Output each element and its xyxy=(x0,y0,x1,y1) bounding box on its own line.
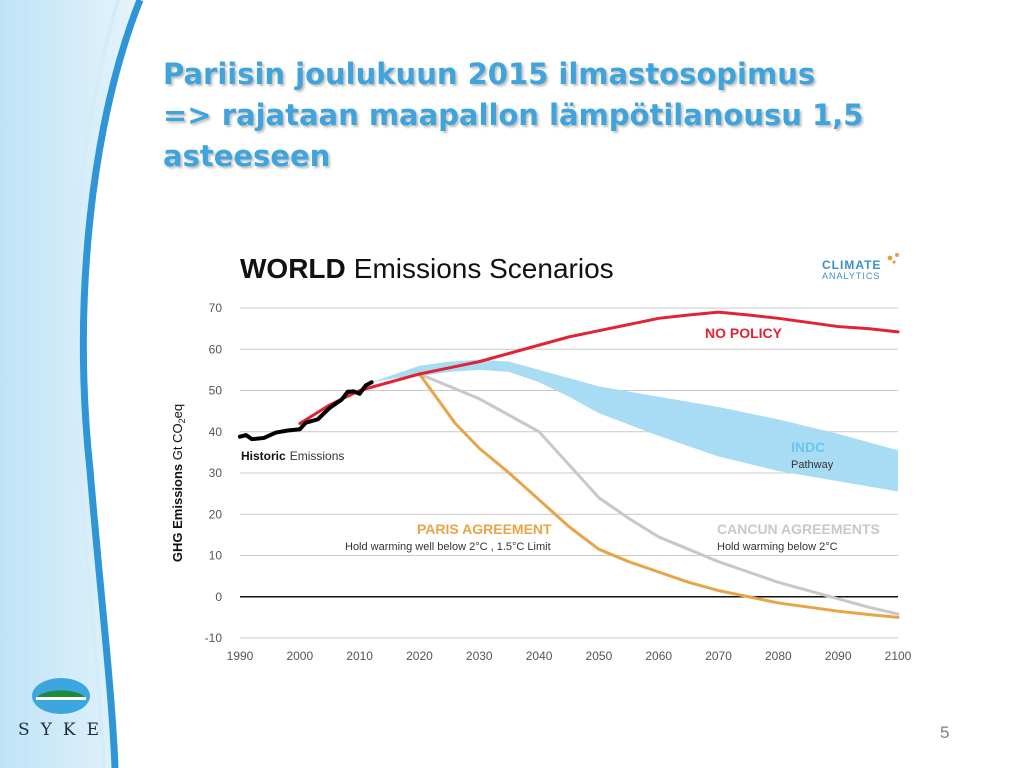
climate-analytics-logo: CLIMATE ANALYTICS xyxy=(822,253,899,281)
band-layer xyxy=(371,359,899,492)
series-line-cancun-agreements xyxy=(417,372,900,616)
y-tick-label: 10 xyxy=(209,549,223,563)
x-tick-label: 2090 xyxy=(825,649,852,663)
series-line-paris-agreement xyxy=(417,372,900,619)
chart-title-rest: Emissions Scenarios xyxy=(354,253,614,284)
label-cancun-sublabel: Hold warming below 2°C xyxy=(717,541,838,553)
y-tick-label: 70 xyxy=(209,301,223,315)
y-tick-label: 60 xyxy=(209,342,223,356)
syke-logo-icon xyxy=(32,678,90,714)
x-tick-label: 2100 xyxy=(885,649,912,663)
y-tick-label: 50 xyxy=(209,384,223,398)
chart-title: WORLD Emissions Scenarios xyxy=(240,253,614,284)
y-axis-label: GHG Emissions Gt CO2eq xyxy=(170,404,187,562)
label-cancun-agreements: CANCUN AGREEMENTS xyxy=(717,521,880,537)
label-paris-sublabel: Hold warming well below 2°C , 1.5°C Limi… xyxy=(345,541,551,553)
brand-name-line1: CLIMATE xyxy=(822,258,881,272)
x-tick-label: 2000 xyxy=(286,649,313,663)
y-tick-label: 40 xyxy=(209,425,223,439)
x-tick-label: 2060 xyxy=(645,649,672,663)
chart-title-bold: WORLD xyxy=(240,253,346,284)
x-tick-label: 2040 xyxy=(526,649,553,663)
label-indc-pathway: Pathway xyxy=(791,459,834,471)
brand-dot-icon xyxy=(892,260,896,264)
brand-dot-icon xyxy=(895,253,899,257)
label-historic-emissions: Historic Emissions xyxy=(241,449,344,463)
x-tick-label: 2010 xyxy=(346,649,373,663)
label-indc: INDC xyxy=(791,439,825,455)
series-layer xyxy=(238,310,900,619)
brand-dot-icon xyxy=(887,255,893,261)
y-tick-label: -10 xyxy=(205,631,223,645)
x-tick-label: 1990 xyxy=(227,649,254,663)
decorative-swoosh xyxy=(0,0,144,768)
y-tick-label: 20 xyxy=(209,507,223,521)
series-line-no-policy xyxy=(298,310,900,425)
x-tick-label: 2050 xyxy=(586,649,613,663)
x-tick-label: 2080 xyxy=(765,649,792,663)
brand-name-line2: ANALYTICS xyxy=(822,271,880,281)
label-no-policy: NO POLICY xyxy=(705,325,783,341)
page-number: 5 xyxy=(940,723,950,742)
y-tick-label: 30 xyxy=(209,466,223,480)
y-tick-label: 0 xyxy=(215,590,222,604)
label-paris-agreement: PARIS AGREEMENT xyxy=(417,521,552,537)
x-tick-label: 2030 xyxy=(466,649,493,663)
logo-text: SYKE xyxy=(18,720,110,740)
series-line-historic-emissions xyxy=(238,380,374,442)
emissions-chart: WORLD Emissions Scenarios CLIMATE ANALYTI… xyxy=(170,253,912,663)
slide-title: Pariisin joulukuun 2015 ilmastosopimus =… xyxy=(163,57,864,173)
x-tick-label: 2070 xyxy=(705,649,732,663)
band-indc-pathway xyxy=(371,359,899,492)
x-tick-label: 2020 xyxy=(406,649,433,663)
